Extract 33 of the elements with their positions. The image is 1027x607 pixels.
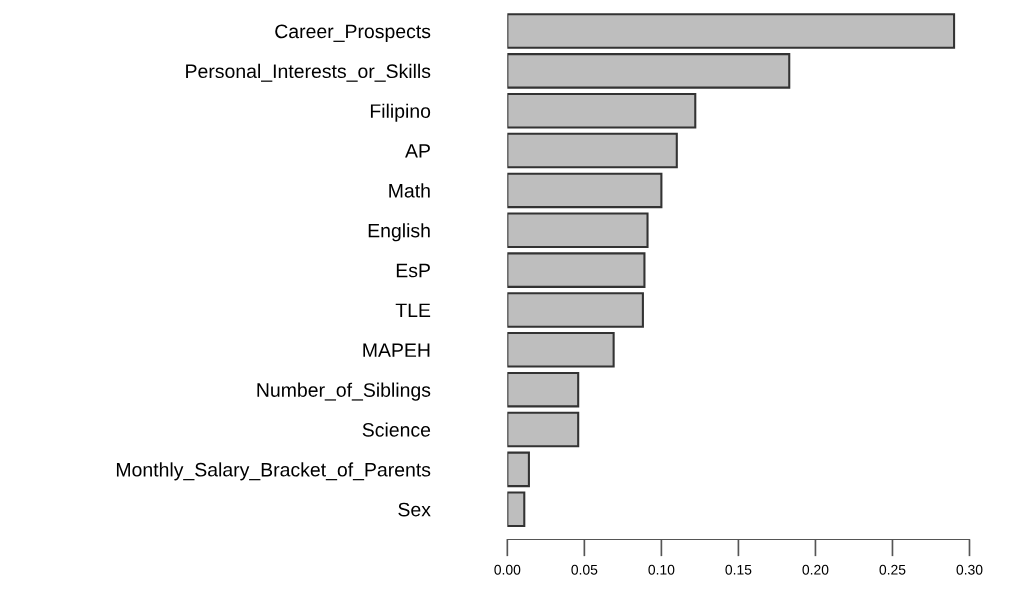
bar <box>507 451 530 488</box>
x-tick-label: 0.20 <box>802 564 829 575</box>
bar <box>507 252 646 288</box>
y-tick-label: English <box>368 223 430 242</box>
x-tick-label: 0.05 <box>571 564 598 575</box>
x-tick-label: 0.15 <box>725 564 752 575</box>
y-tick-label: Career_Prospects <box>275 24 431 43</box>
x-tick-label: 0.00 <box>494 564 521 575</box>
y-tick-label: MAPEH <box>363 343 430 357</box>
bar <box>507 292 644 328</box>
y-tick-label: AP <box>405 144 430 158</box>
y-tick-label: Math <box>389 183 430 198</box>
y-tick-label: TLE <box>395 303 431 318</box>
x-tick-label: 0.30 <box>956 564 983 575</box>
bar <box>507 491 526 527</box>
y-tick-label: EsP <box>396 263 430 278</box>
y-tick-label: Number_of_Siblings <box>257 382 431 401</box>
y-tick-label: Personal_Interests_or_Skills <box>186 63 431 82</box>
x-tick-label: 0.10 <box>648 564 675 575</box>
bar <box>507 411 580 448</box>
bar <box>507 172 663 209</box>
bar <box>507 212 649 249</box>
bar <box>507 371 580 408</box>
bar <box>507 13 956 49</box>
bar <box>507 53 791 89</box>
y-tick-label: Filipino <box>370 103 431 122</box>
y-tick-label: Monthly_Salary_Bracket_of_Parents <box>116 462 431 481</box>
y-tick-label: Science <box>362 422 431 437</box>
bar <box>507 132 678 169</box>
x-tick-label: 0.25 <box>879 564 906 575</box>
y-tick-label: Sex <box>398 502 431 517</box>
bar <box>507 92 697 129</box>
bar <box>507 332 615 368</box>
